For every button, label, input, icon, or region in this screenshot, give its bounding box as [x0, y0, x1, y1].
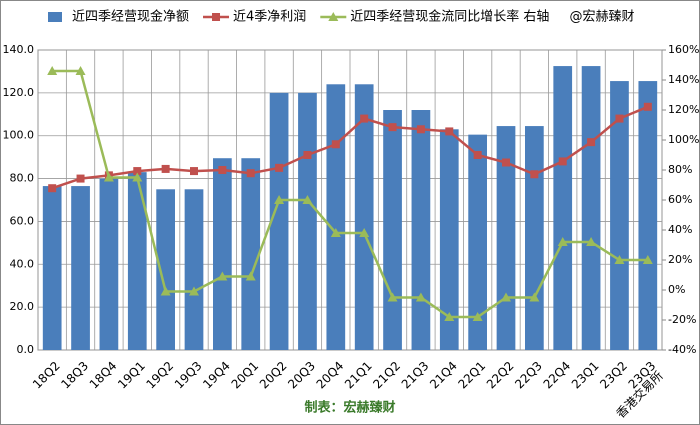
marker	[48, 184, 57, 193]
marker	[558, 157, 567, 166]
marker	[387, 292, 398, 302]
y2-tick-label: 160%	[668, 43, 699, 56]
bar	[496, 126, 516, 350]
marker	[189, 286, 199, 296]
bar	[127, 172, 147, 350]
marker	[472, 312, 483, 321]
marker	[642, 255, 653, 264]
marker	[76, 174, 85, 183]
marker	[246, 169, 255, 178]
y-tick-label: 140.0	[3, 43, 35, 56]
footer: 制表：宏赫臻财	[304, 400, 395, 416]
bar	[269, 92, 289, 350]
marker	[103, 172, 114, 182]
marker	[133, 167, 142, 176]
marker	[444, 312, 455, 321]
marker	[161, 164, 170, 173]
marker	[388, 123, 397, 132]
marker	[190, 167, 198, 176]
y-tick-label: 0.0	[17, 343, 35, 356]
bar	[468, 134, 487, 350]
y-tick-label: 120.0	[3, 86, 35, 99]
bar	[298, 92, 317, 350]
marker	[445, 127, 454, 136]
marker	[274, 195, 285, 204]
bar	[439, 129, 459, 350]
bar	[326, 84, 346, 351]
bar	[610, 81, 629, 351]
bar	[184, 189, 204, 350]
y-tick-label: 100.0	[3, 129, 35, 142]
bar	[581, 66, 601, 351]
marker	[529, 292, 540, 302]
legend-label: 近四季经营现金净额	[72, 9, 189, 25]
y-tick-label: 20.0	[10, 300, 35, 313]
marker	[75, 66, 86, 75]
bar	[241, 158, 261, 350]
legend-marker	[212, 13, 221, 21]
bar	[213, 158, 232, 350]
legend-marker	[328, 12, 339, 21]
marker	[359, 228, 370, 237]
marker	[47, 66, 58, 75]
marker	[217, 271, 228, 281]
marker	[502, 158, 510, 167]
marker	[331, 140, 340, 149]
bar	[99, 178, 119, 350]
bar	[42, 186, 62, 350]
y2-tick-label: 80%	[668, 163, 692, 176]
marker	[557, 237, 568, 246]
y2-tick-label: 140%	[668, 73, 699, 86]
marker	[530, 170, 539, 179]
y-tick-label: 60.0	[10, 214, 35, 227]
marker	[245, 271, 256, 281]
marker	[303, 151, 312, 159]
y2-tick-label: -20%	[668, 313, 696, 326]
marker	[218, 166, 227, 174]
marker	[615, 114, 624, 123]
y2-tick-label: 120%	[668, 103, 699, 116]
line	[52, 69, 648, 319]
bar	[553, 66, 573, 351]
y2-tick-label: 20%	[668, 253, 692, 266]
marker	[586, 237, 597, 246]
marker	[330, 228, 341, 237]
legend-swatch	[48, 12, 62, 22]
y2-tick-label: 60%	[668, 193, 692, 206]
legend-label: 近4季净利润	[233, 10, 306, 25]
y2-tick-label: 0%	[668, 283, 685, 296]
marker	[302, 195, 313, 204]
bar	[638, 81, 658, 351]
marker	[473, 151, 482, 159]
marker	[160, 286, 171, 296]
y2-tick-label: 100%	[668, 133, 699, 146]
legend-note: @宏赫臻财	[569, 10, 634, 25]
bar	[411, 110, 431, 350]
bar	[383, 110, 402, 350]
bar	[156, 189, 175, 350]
marker	[132, 172, 143, 182]
marker	[587, 138, 596, 147]
y-tick-label: 80.0	[10, 172, 35, 185]
line	[51, 105, 649, 190]
marker	[614, 255, 625, 264]
bar	[71, 186, 90, 350]
marker	[360, 114, 369, 123]
marker	[643, 102, 652, 111]
marker	[275, 163, 284, 172]
legend-label: 近四季经营现金流同比增长率 右轴	[350, 9, 549, 25]
bar	[354, 84, 374, 351]
marker	[501, 292, 511, 302]
y2-tick-label: 40%	[668, 223, 692, 236]
marker	[416, 125, 425, 134]
marker	[415, 292, 426, 302]
y2-tick-label: -40%	[668, 343, 696, 356]
bar	[525, 126, 544, 350]
y-tick-label: 40.0	[10, 257, 35, 270]
